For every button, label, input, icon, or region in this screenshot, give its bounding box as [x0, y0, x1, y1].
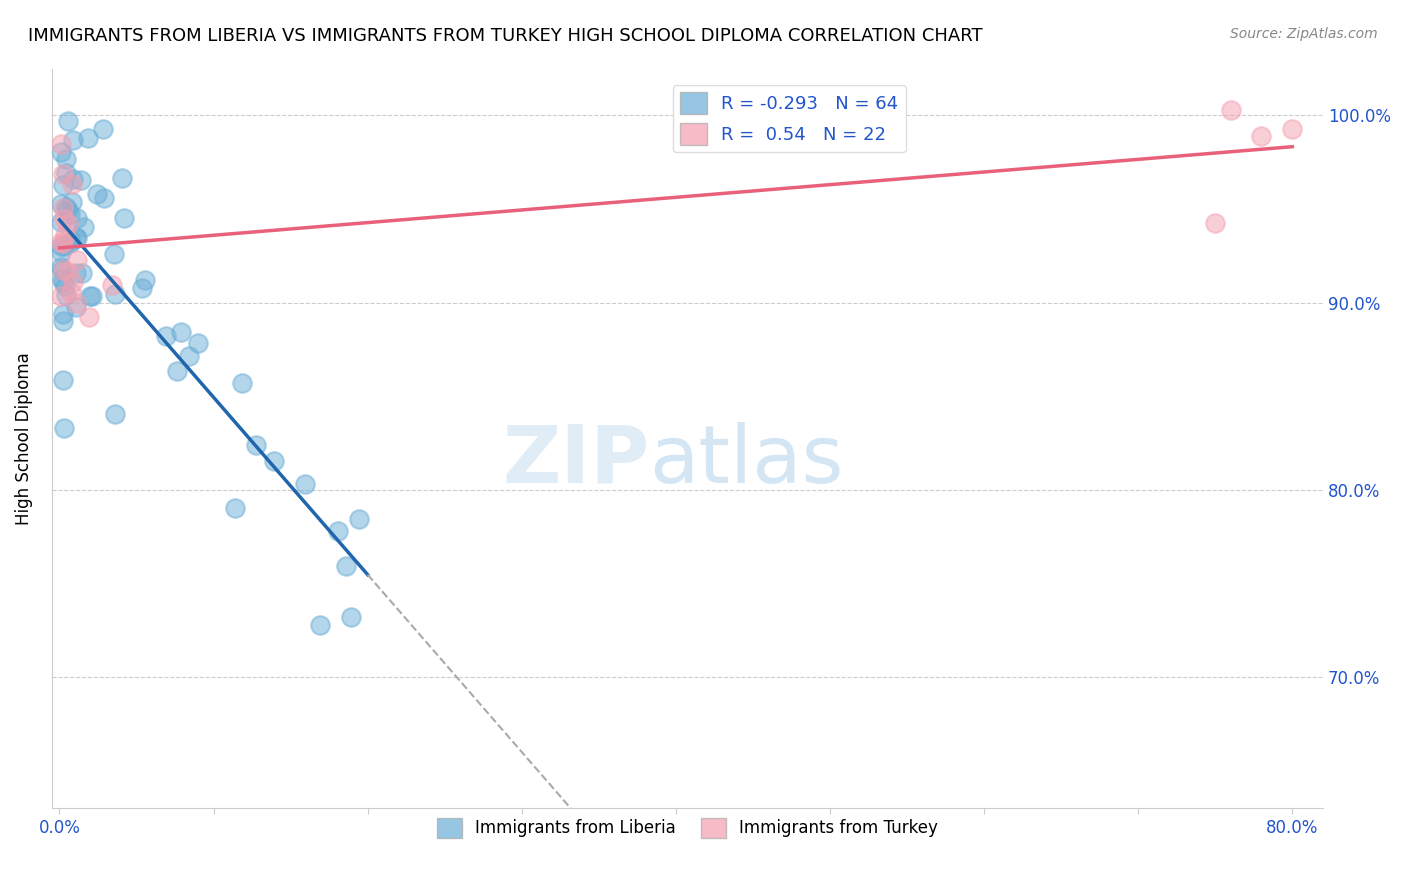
- Point: [69, 173, 91, 187]
- Point: [62, 275, 84, 289]
- Point: [60, 285, 83, 299]
- Point: [51, 289, 73, 303]
- Point: [49, 244, 72, 259]
- Point: [187, 336, 209, 351]
- Point: [134, 273, 156, 287]
- Point: [52, 211, 75, 226]
- Point: [104, 407, 127, 421]
- Point: [179, 349, 201, 363]
- Point: [77, 131, 100, 145]
- Point: [52, 178, 75, 192]
- Point: [55, 152, 77, 166]
- Point: [169, 326, 191, 340]
- Point: [52, 421, 75, 435]
- Point: [59, 206, 82, 220]
- Point: [245, 438, 267, 452]
- Point: [111, 170, 134, 185]
- Point: [86, 187, 108, 202]
- Text: atlas: atlas: [650, 422, 844, 500]
- Point: [60, 178, 83, 192]
- Point: [49, 235, 72, 249]
- Point: [52, 307, 75, 321]
- Point: [52, 275, 75, 289]
- Point: [79, 289, 101, 303]
- Point: [93, 191, 115, 205]
- Point: [65, 266, 87, 280]
- Point: [66, 253, 89, 268]
- Point: [1204, 216, 1226, 230]
- Point: [1281, 122, 1303, 136]
- Point: [49, 145, 72, 159]
- Point: [56, 113, 79, 128]
- Legend: Immigrants from Liberia, Immigrants from Turkey: Immigrants from Liberia, Immigrants from…: [430, 811, 945, 845]
- Point: [70, 266, 93, 280]
- Point: [55, 288, 77, 302]
- Point: [101, 278, 124, 293]
- Point: [104, 286, 127, 301]
- Point: [53, 228, 76, 243]
- Point: [224, 500, 246, 515]
- Point: [55, 200, 77, 214]
- Point: [112, 211, 135, 225]
- Point: [340, 610, 363, 624]
- Point: [65, 295, 87, 310]
- Point: [56, 203, 79, 218]
- Point: [51, 272, 73, 286]
- Text: IMMIGRANTS FROM LIBERIA VS IMMIGRANTS FROM TURKEY HIGH SCHOOL DIPLOMA CORRELATIO: IMMIGRANTS FROM LIBERIA VS IMMIGRANTS FR…: [28, 27, 983, 45]
- Point: [49, 197, 72, 211]
- Point: [82, 289, 104, 303]
- Point: [60, 194, 83, 209]
- Point: [56, 265, 79, 279]
- Point: [59, 235, 82, 249]
- Point: [53, 278, 76, 293]
- Point: [52, 235, 75, 250]
- Point: [62, 132, 84, 146]
- Point: [294, 477, 316, 491]
- Point: [59, 236, 82, 251]
- Point: [131, 281, 153, 295]
- Point: [65, 300, 87, 314]
- Point: [231, 376, 253, 390]
- Point: [103, 247, 125, 261]
- Point: [328, 524, 350, 538]
- Point: [263, 454, 285, 468]
- Point: [166, 364, 188, 378]
- Point: [349, 512, 371, 526]
- Point: [1250, 128, 1272, 143]
- Point: [52, 239, 75, 253]
- Point: [51, 260, 73, 275]
- Text: ZIP: ZIP: [502, 422, 650, 500]
- Point: [155, 329, 177, 343]
- Point: [49, 238, 72, 252]
- Point: [73, 220, 96, 235]
- Point: [51, 262, 73, 277]
- Point: [52, 262, 75, 277]
- Point: [65, 230, 87, 244]
- Y-axis label: High School Diploma: High School Diploma: [15, 352, 32, 524]
- Point: [62, 172, 84, 186]
- Point: [77, 310, 100, 324]
- Point: [309, 618, 332, 632]
- Point: [52, 314, 75, 328]
- Point: [335, 559, 357, 574]
- Point: [52, 201, 75, 215]
- Point: [56, 217, 79, 231]
- Point: [52, 167, 75, 181]
- Point: [1219, 103, 1241, 118]
- Text: Source: ZipAtlas.com: Source: ZipAtlas.com: [1230, 27, 1378, 41]
- Point: [55, 166, 77, 180]
- Point: [49, 215, 72, 229]
- Point: [49, 136, 72, 151]
- Point: [66, 230, 89, 244]
- Point: [66, 211, 89, 225]
- Point: [52, 373, 75, 387]
- Point: [91, 121, 114, 136]
